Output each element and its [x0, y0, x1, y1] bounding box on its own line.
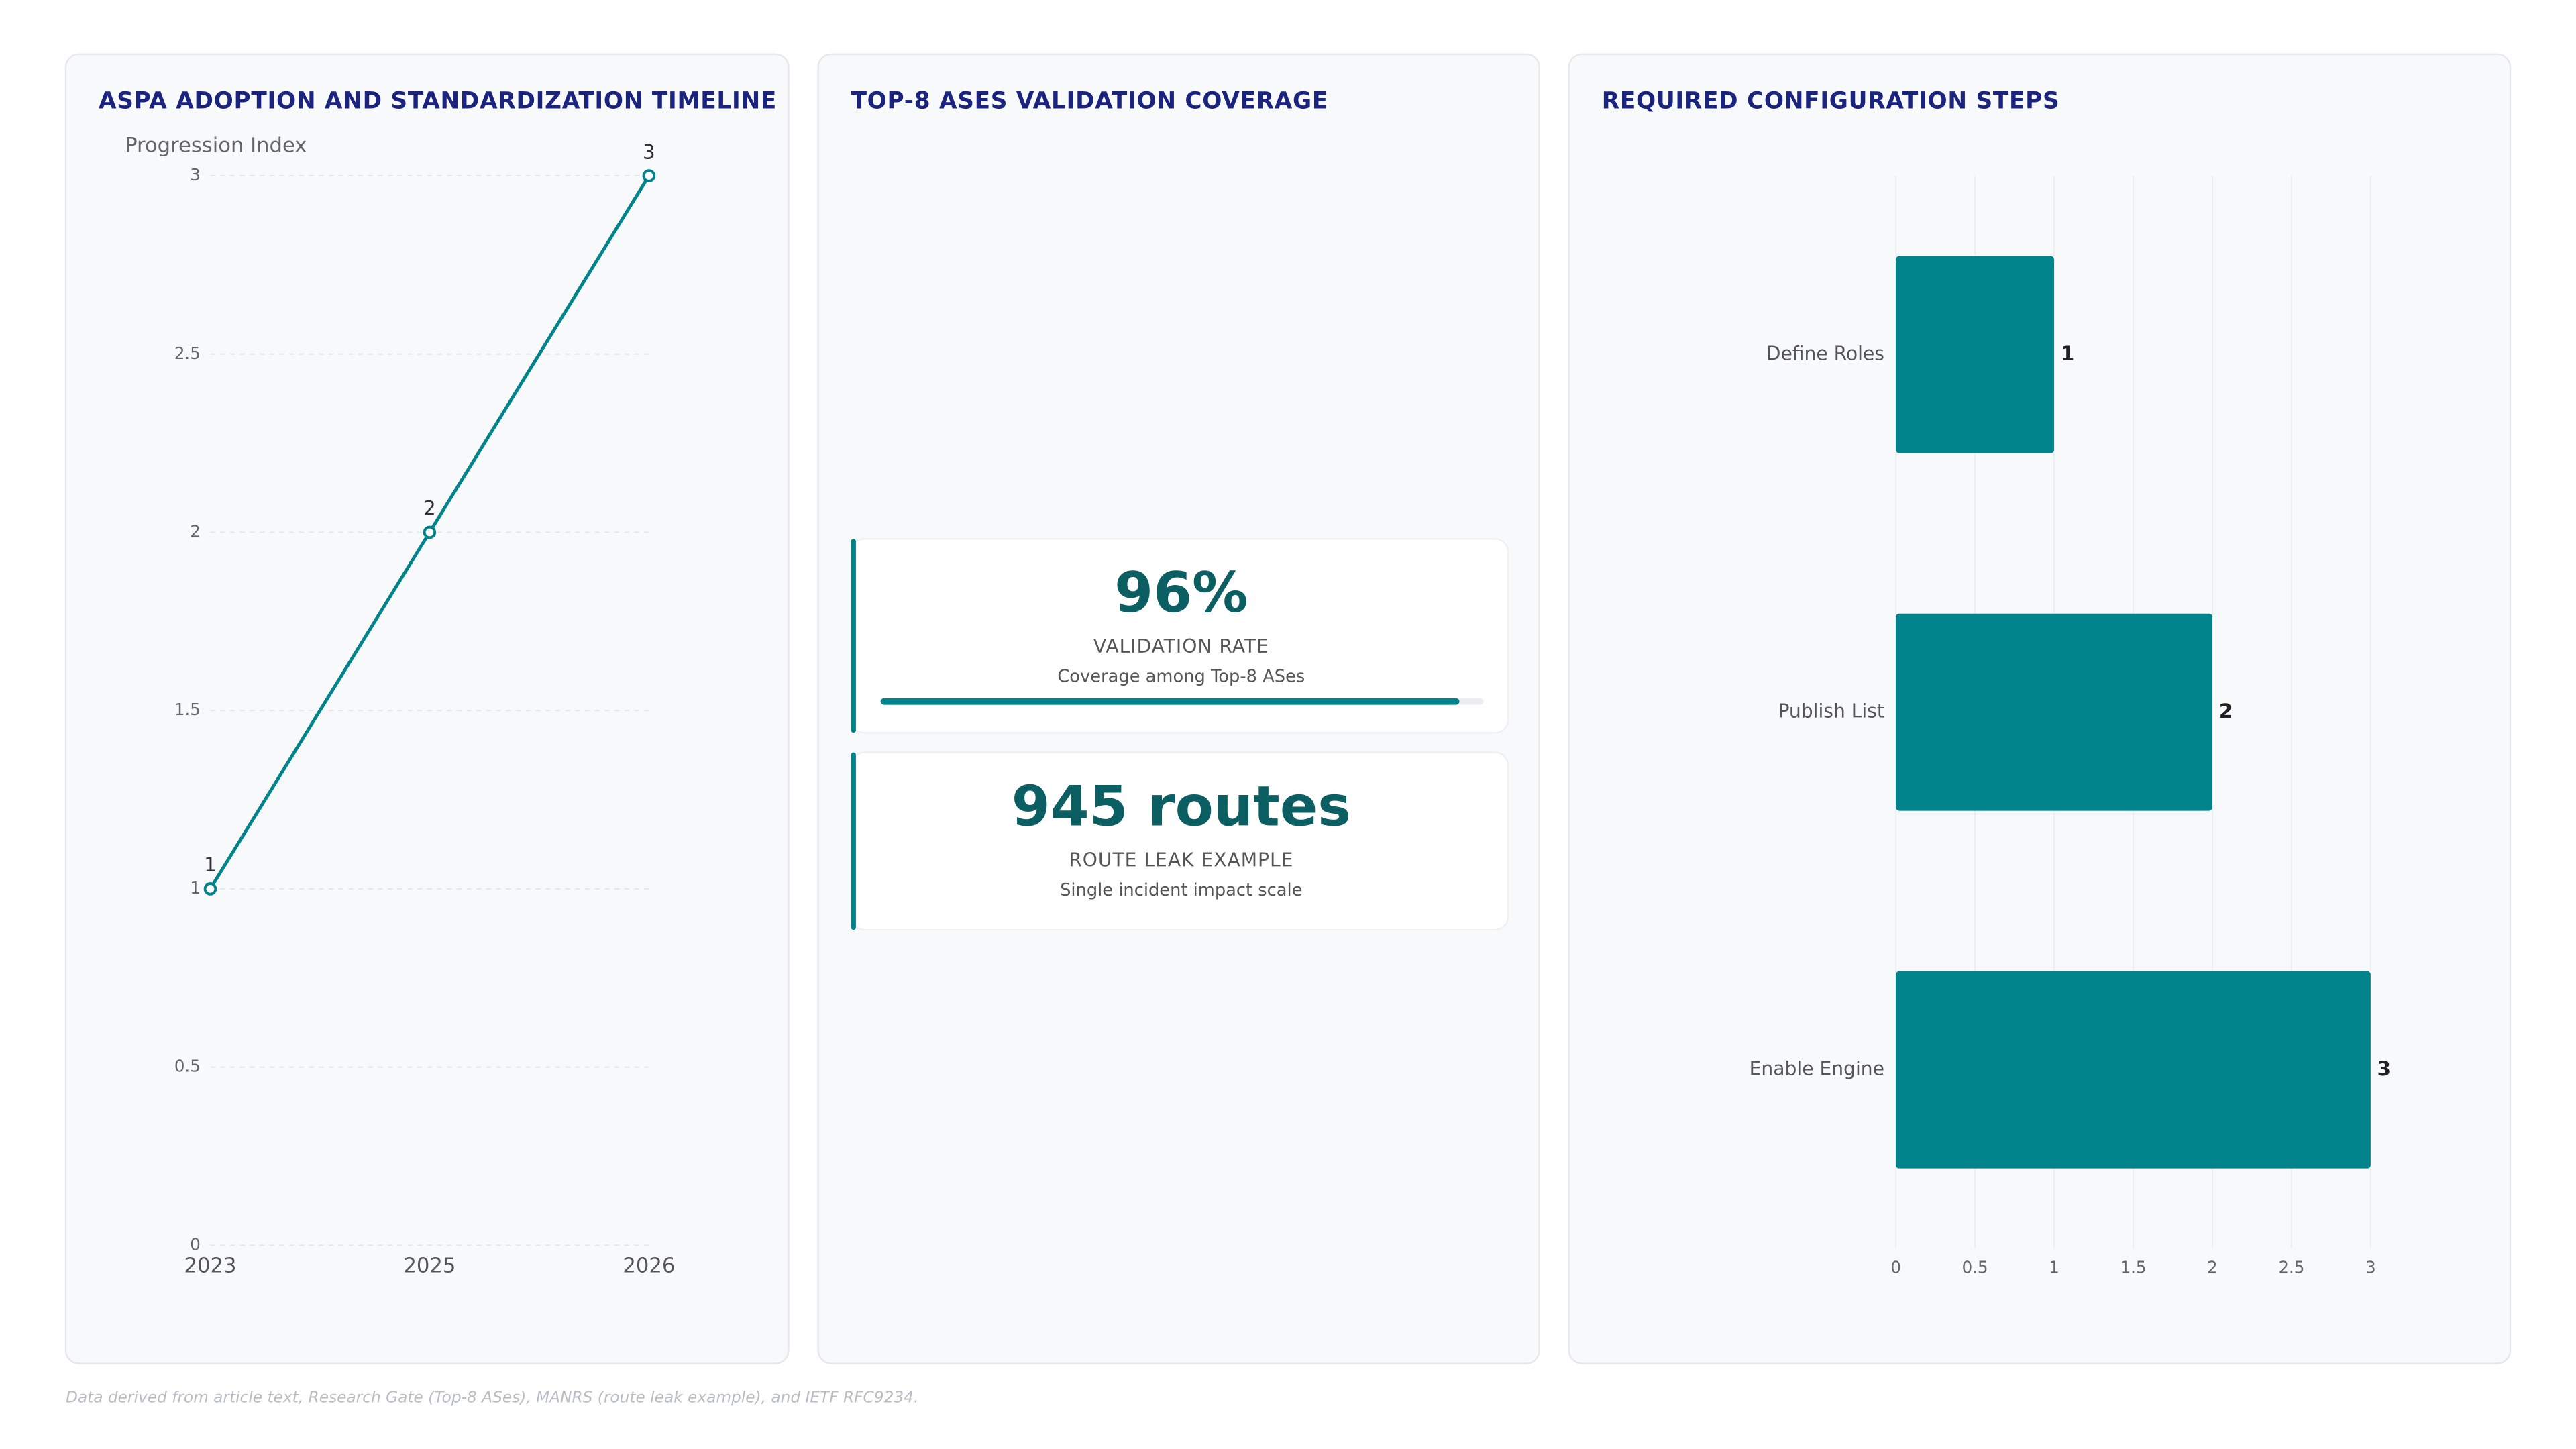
data-point	[423, 525, 437, 539]
data-label: 3	[2377, 1057, 2391, 1080]
data-label: 1	[2061, 342, 2074, 365]
y-tick-label: Define Roles	[1766, 343, 1884, 365]
panel-title: TOP-8 ASES VALIDATION COVERAGE	[851, 87, 1328, 114]
y-tick-label: Enable Engine	[1750, 1058, 1884, 1080]
x-tick-label: 0	[1890, 1258, 1901, 1277]
y-tick-label: 0	[190, 1234, 201, 1254]
kpi-label: ROUTE LEAK EXAMPLE	[1069, 849, 1293, 871]
y-tick-label: 2	[190, 521, 201, 541]
kpi-value: 945 routes	[1012, 773, 1351, 839]
panel-title: ASPA ADOPTION AND STANDARDIZATION TIMELI…	[99, 87, 777, 114]
kpi-value: 96%	[1114, 560, 1248, 625]
x-tick-label: 2	[2207, 1258, 2218, 1277]
data-point	[203, 882, 217, 896]
y-tick-label: Publish List	[1778, 700, 1884, 722]
kpi-accent	[851, 752, 856, 930]
y-tick-label: 0.5	[174, 1057, 201, 1076]
x-tick-label: 2.5	[2278, 1258, 2304, 1277]
y-tick-label: 2.5	[174, 343, 201, 363]
progress-bar	[880, 698, 1460, 705]
kpi-accent	[851, 539, 856, 733]
panel	[64, 53, 790, 1364]
data-point	[642, 169, 656, 182]
data-label: 2	[423, 497, 436, 520]
x-tick-label: 0.5	[1962, 1258, 1988, 1277]
bar	[1896, 256, 2055, 453]
kpi-caption: Single incident impact scale	[1060, 880, 1302, 900]
kpi-label: VALIDATION RATE	[1093, 635, 1269, 657]
y-tick-label: 3	[190, 165, 201, 184]
data-label: 2	[2219, 700, 2233, 722]
y-tick-label: 1	[190, 878, 201, 898]
data-label: 1	[204, 853, 217, 876]
footer-note: Data derived from article text, Research…	[66, 1389, 918, 1407]
bar	[1896, 613, 2212, 811]
kpi-caption: Coverage among Top-8 ASes	[1057, 666, 1305, 686]
x-tick-label: 1.5	[2121, 1258, 2147, 1277]
x-tick-label: 2023	[184, 1254, 237, 1278]
x-tick-label: 2026	[623, 1254, 675, 1278]
data-label: 3	[643, 140, 655, 163]
x-tick-label: 3	[2365, 1258, 2376, 1277]
x-tick-label: 2025	[403, 1254, 455, 1278]
y-tick-label: 1.5	[174, 700, 201, 719]
x-tick-label: 1	[2049, 1258, 2059, 1277]
bar	[1896, 971, 2371, 1169]
panel-title: REQUIRED CONFIGURATION STEPS	[1602, 87, 2060, 114]
y-axis-label: Progression Index	[125, 133, 307, 157]
